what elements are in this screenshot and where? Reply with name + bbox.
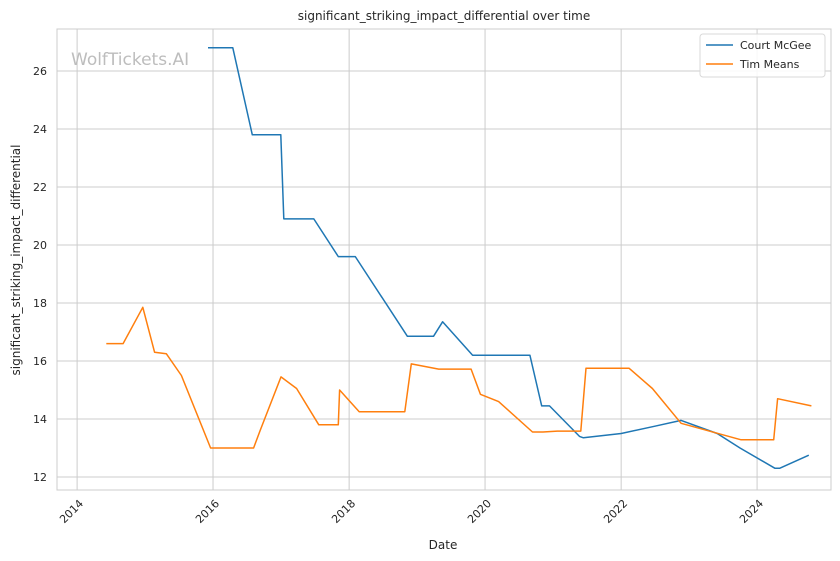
legend: Court McGee Tim Means <box>699 33 826 78</box>
watermark: WolfTickets.AI <box>71 50 189 70</box>
y-tick-label: 22 <box>33 181 47 194</box>
chart-title: significant_striking_impact_differential… <box>298 9 590 23</box>
series-lines <box>106 47 812 470</box>
y-tick-label: 12 <box>33 471 47 484</box>
legend-label-court-mcgee: Court McGee <box>740 39 812 52</box>
series-line-tim-means <box>106 306 812 449</box>
y-tick-label: 16 <box>33 355 47 368</box>
y-tick-label: 20 <box>33 239 47 252</box>
grid-lines <box>57 29 831 490</box>
plot-area <box>57 29 831 490</box>
y-axis-title: significant_striking_impact_differential <box>9 145 23 376</box>
y-tick-label: 18 <box>33 297 47 310</box>
y-tick-label: 26 <box>33 65 47 78</box>
x-axis-title: Date <box>429 538 458 552</box>
legend-label-tim-means: Tim Means <box>739 58 800 71</box>
y-tick-labels: 12 14 16 18 20 22 24 26 <box>33 65 47 484</box>
y-tick-label: 24 <box>33 123 47 136</box>
y-tick-label: 14 <box>33 413 47 426</box>
plot-frame <box>56 28 832 491</box>
